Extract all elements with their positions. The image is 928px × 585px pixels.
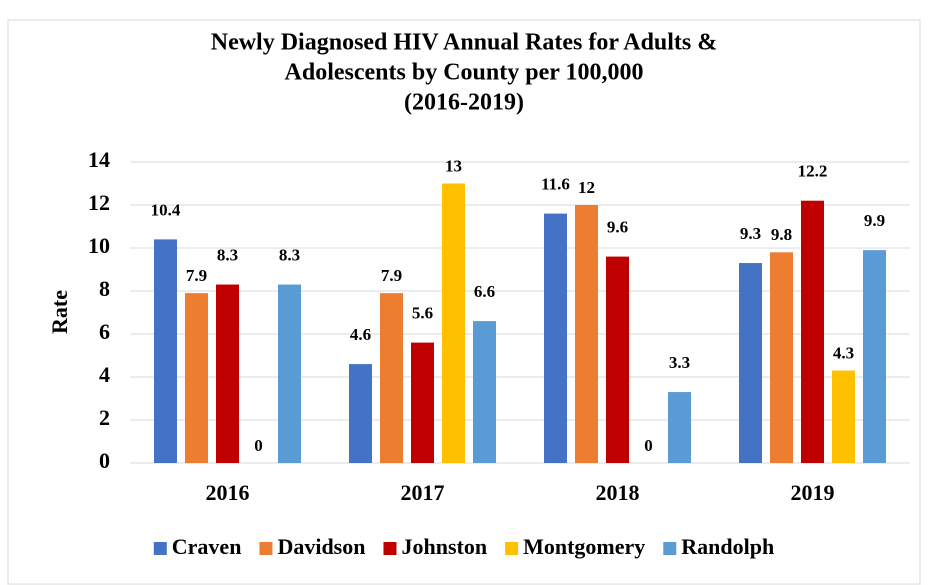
bar (832, 370, 855, 463)
legend-swatch (663, 542, 677, 555)
bar (739, 263, 762, 463)
bar (606, 256, 629, 463)
bar (770, 252, 793, 463)
data-label: 10.4 (151, 200, 181, 219)
legend-swatch (259, 542, 273, 555)
x-tick-label: 2016 (206, 480, 250, 505)
bar (863, 250, 886, 463)
data-label: 13 (445, 156, 462, 175)
data-label: 9.9 (864, 211, 885, 230)
chart-title: (2016-2019) (404, 90, 524, 116)
chart-title: Newly Diagnosed HIV Annual Rates for Adu… (211, 30, 718, 56)
data-label: 9.3 (740, 224, 761, 243)
data-label: 7.9 (186, 266, 207, 285)
bar (185, 293, 208, 463)
data-label: 0 (254, 436, 263, 455)
legend-swatch (153, 542, 167, 555)
data-label: 9.8 (771, 225, 792, 244)
data-label: 5.6 (412, 304, 433, 323)
data-label: 0 (644, 436, 653, 455)
data-label: 8.3 (279, 245, 300, 264)
legend-label: Davidson (277, 534, 365, 559)
legend-label: Randolph (681, 534, 774, 559)
bar (544, 213, 567, 463)
y-tick-label: 6 (99, 319, 110, 344)
data-label: 4.3 (833, 343, 854, 362)
data-label: 12.2 (798, 162, 828, 181)
y-tick-label: 10 (88, 233, 110, 258)
data-label: 12 (578, 178, 595, 197)
legend-swatch (505, 542, 519, 555)
data-label: 9.6 (607, 218, 628, 237)
x-tick-label: 2019 (791, 480, 835, 505)
bar (801, 200, 824, 463)
legend-swatch (383, 542, 397, 555)
data-label: 8.3 (217, 245, 238, 264)
x-tick-label: 2017 (401, 480, 445, 505)
bar (668, 392, 691, 463)
y-tick-label: 0 (99, 448, 110, 473)
bar (278, 284, 301, 463)
y-tick-label: 4 (99, 362, 110, 387)
bar (442, 183, 465, 463)
data-label: 3.3 (669, 353, 690, 372)
data-label: 7.9 (381, 266, 402, 285)
bar (380, 293, 403, 463)
bar (575, 205, 598, 463)
chart-title: Adolescents by County per 100,000 (285, 60, 644, 86)
bar (216, 284, 239, 463)
bar (473, 321, 496, 463)
data-label: 4.6 (350, 325, 371, 344)
bar (411, 342, 434, 463)
y-axis-label: Rate (47, 290, 72, 334)
y-tick-label: 12 (88, 190, 110, 215)
y-tick-label: 14 (88, 147, 110, 172)
bar (349, 364, 372, 463)
legend-label: Johnston (401, 534, 487, 559)
x-tick-label: 2018 (596, 480, 640, 505)
legend-label: Montgomery (523, 534, 645, 559)
bar (154, 239, 177, 463)
y-tick-label: 8 (99, 276, 110, 301)
legend-label: Craven (172, 534, 242, 559)
y-tick-label: 2 (99, 405, 110, 430)
data-label: 6.6 (474, 282, 495, 301)
data-label: 11.6 (541, 175, 570, 194)
